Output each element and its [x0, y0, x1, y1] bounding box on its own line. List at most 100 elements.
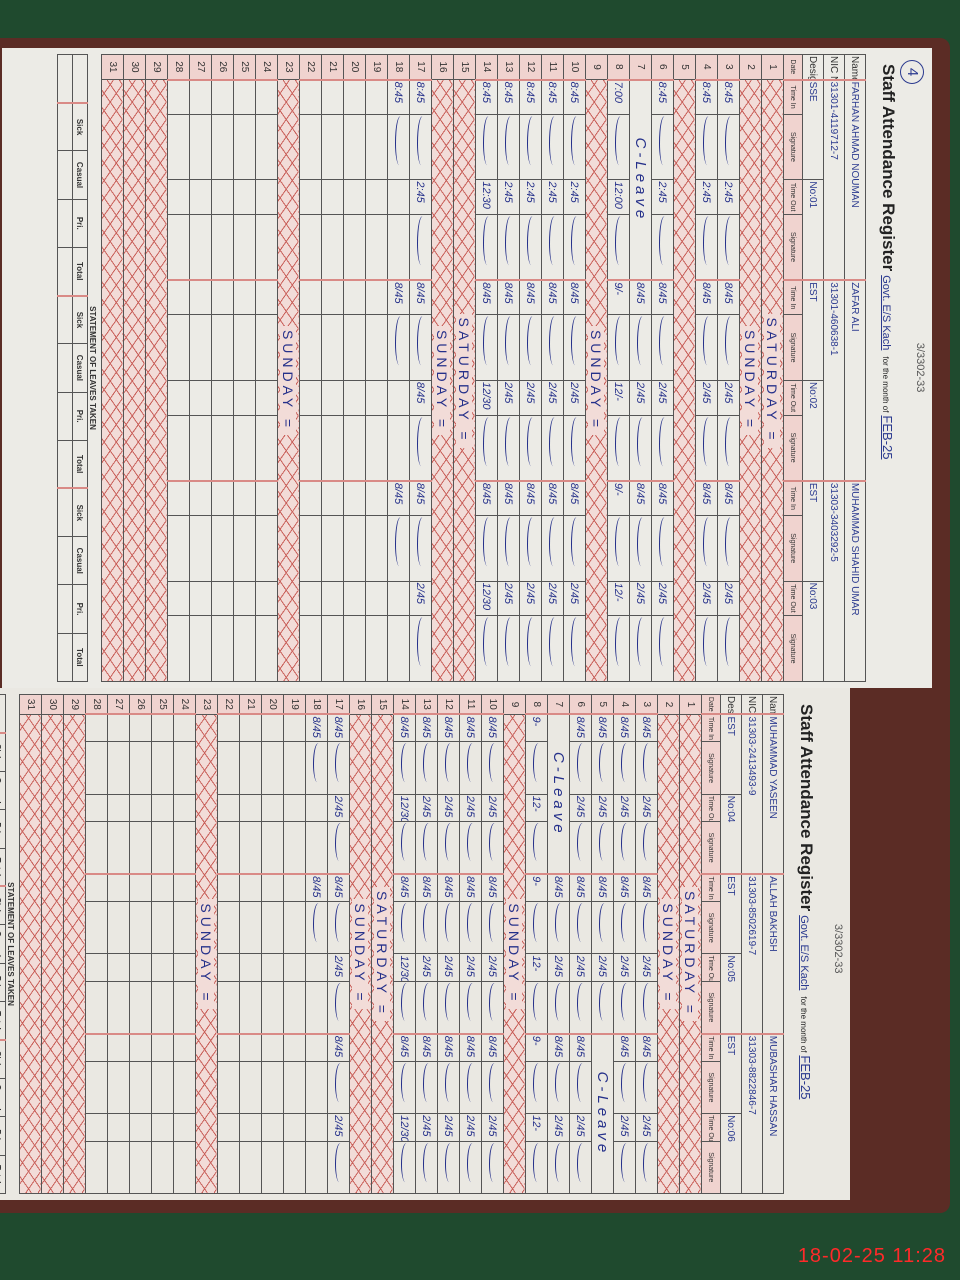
leave-casual-label: Casual	[72, 536, 88, 585]
holiday-cell: SUNDAY =	[277, 79, 300, 682]
attendance-row: 24	[173, 694, 196, 1194]
signature-mark	[555, 981, 565, 1025]
empty-cell	[211, 581, 234, 616]
signature-cell	[651, 415, 674, 481]
time-out-cell: 2/45	[651, 380, 674, 415]
staff-number-value: 02	[807, 397, 819, 409]
title-text: Staff Attendance Register	[797, 704, 816, 912]
signature-mark	[599, 981, 609, 1025]
empty-cell	[189, 415, 212, 481]
signature-cell	[497, 214, 520, 281]
signature-cell	[613, 741, 636, 795]
empty-cell	[189, 581, 212, 616]
attendance-row: 13 8:45 2:45 8/45 2/45 8/45 2/45	[497, 54, 520, 682]
date-cell: 6	[569, 694, 592, 715]
empty-cell	[255, 480, 278, 516]
leave-table: Sick Casual Pri. Total Sick Casual Pri. Total Si…	[57, 54, 88, 682]
empty-cell	[343, 114, 366, 180]
signature-cell	[695, 114, 718, 180]
attendance-row: 14 8:45 12:30 8/45 12/30 8/45 12/30	[475, 54, 498, 682]
date-cell: 18	[387, 54, 410, 80]
attendance-row: 30	[41, 694, 64, 1194]
signature-cell	[415, 821, 438, 875]
empty-cell	[107, 1113, 130, 1142]
signature-mark	[533, 1141, 543, 1185]
signature-cell	[305, 821, 328, 875]
date-cell: 8	[525, 694, 548, 715]
attendance-row: 2 SUNDAY =	[657, 694, 680, 1194]
signature-cell	[695, 314, 718, 381]
signature-mark	[401, 1061, 411, 1106]
signature-cell	[387, 515, 410, 582]
signature-cell	[695, 415, 718, 481]
leave-cell: C-Leave	[547, 714, 570, 875]
empty-cell	[151, 714, 174, 742]
signature-mark	[725, 114, 735, 169]
signature-mark	[637, 515, 647, 570]
time-in-cell: 8/45	[635, 714, 658, 742]
date-cell: 29	[145, 54, 168, 80]
empty-cell	[343, 581, 366, 616]
empty-cell	[151, 1141, 174, 1194]
signature-mark	[417, 615, 427, 671]
signature-cell	[409, 415, 432, 481]
time-in-cell: 8/45	[437, 874, 460, 902]
empty-cell	[299, 280, 322, 315]
signature-mark	[335, 1061, 345, 1106]
attendance-row: 1 SATURDAY =	[761, 54, 784, 682]
empty-cell	[189, 380, 212, 415]
holiday-cell: SUNDAY =	[195, 714, 218, 1194]
staff-desig-row: Desig: EST No:04 EST No:05 EST No:06	[720, 694, 742, 1194]
holiday-cell	[123, 79, 146, 682]
signature-cell	[519, 214, 542, 281]
time-out-cell: 12/30	[475, 380, 498, 415]
signature-cell	[563, 515, 586, 582]
time-in-cell	[305, 1033, 328, 1062]
date-cell: 9	[503, 694, 526, 715]
signature-mark	[483, 415, 493, 470]
empty-cell	[173, 874, 196, 902]
empty-cell	[343, 280, 366, 315]
time-out-cell: 2/45	[541, 380, 564, 415]
time-in-cell: 8/45	[481, 714, 504, 742]
signature-mark	[571, 314, 581, 370]
signature-cell	[481, 821, 504, 875]
leave-casual-value	[57, 536, 73, 585]
time-in-cell: 8/45	[541, 480, 564, 516]
signature-mark	[527, 114, 537, 169]
empty-cell	[167, 380, 190, 415]
empty-cell	[283, 901, 306, 954]
title-text: Staff Attendance Register	[879, 64, 898, 272]
time-out-cell: 2/45	[591, 794, 614, 822]
time-in-cell: 8/45	[569, 1033, 592, 1062]
school-name: Govt. E/S Kach	[880, 275, 892, 351]
signature-cell	[525, 901, 548, 954]
time-out-cell: 2:45	[497, 179, 520, 215]
attendance-row: 10 8:45 2:45 8/45 2/45 8/45 2/45	[563, 54, 586, 682]
date-cell: 11	[541, 54, 564, 80]
attendance-row: 26	[129, 694, 152, 1194]
empty-cell	[365, 214, 388, 281]
empty-cell	[233, 214, 256, 281]
signature-cell	[613, 1141, 636, 1194]
signature-cell	[437, 981, 460, 1034]
time-out-cell: 2/45	[497, 380, 520, 415]
signature-cell	[591, 741, 614, 795]
empty-cell	[167, 214, 190, 281]
signature-cell	[481, 901, 504, 954]
signature-cell	[327, 821, 350, 875]
signature-mark	[549, 515, 559, 570]
signature-cell	[387, 214, 410, 281]
holiday-cell	[19, 714, 42, 1194]
signature-mark	[505, 114, 515, 169]
signature-mark	[417, 314, 427, 370]
empty-cell	[233, 415, 256, 481]
time-in-cell: 8/45	[547, 874, 570, 902]
signature-cell	[305, 741, 328, 795]
empty-cell	[299, 380, 322, 415]
time-in-cell: 8/45	[519, 280, 542, 315]
signature-mark	[555, 901, 565, 946]
signature-mark	[483, 214, 493, 269]
signature-mark	[621, 741, 631, 786]
date-cell: 6	[651, 54, 674, 80]
